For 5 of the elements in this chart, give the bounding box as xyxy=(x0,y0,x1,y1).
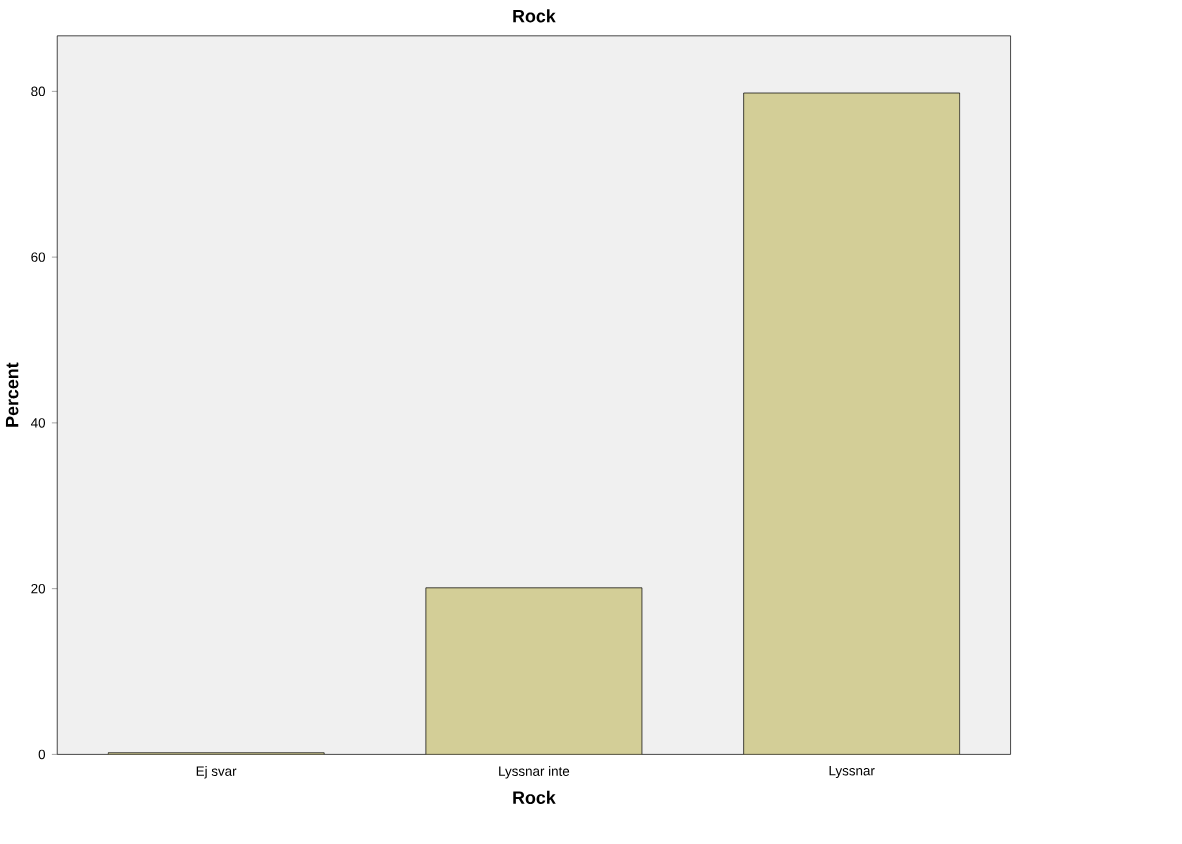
bar xyxy=(425,587,643,755)
bar xyxy=(743,92,961,755)
chart-title: Rock xyxy=(513,9,556,23)
x-axis-title: Rock xyxy=(513,790,556,804)
y-axis-title: Percent xyxy=(5,362,19,427)
